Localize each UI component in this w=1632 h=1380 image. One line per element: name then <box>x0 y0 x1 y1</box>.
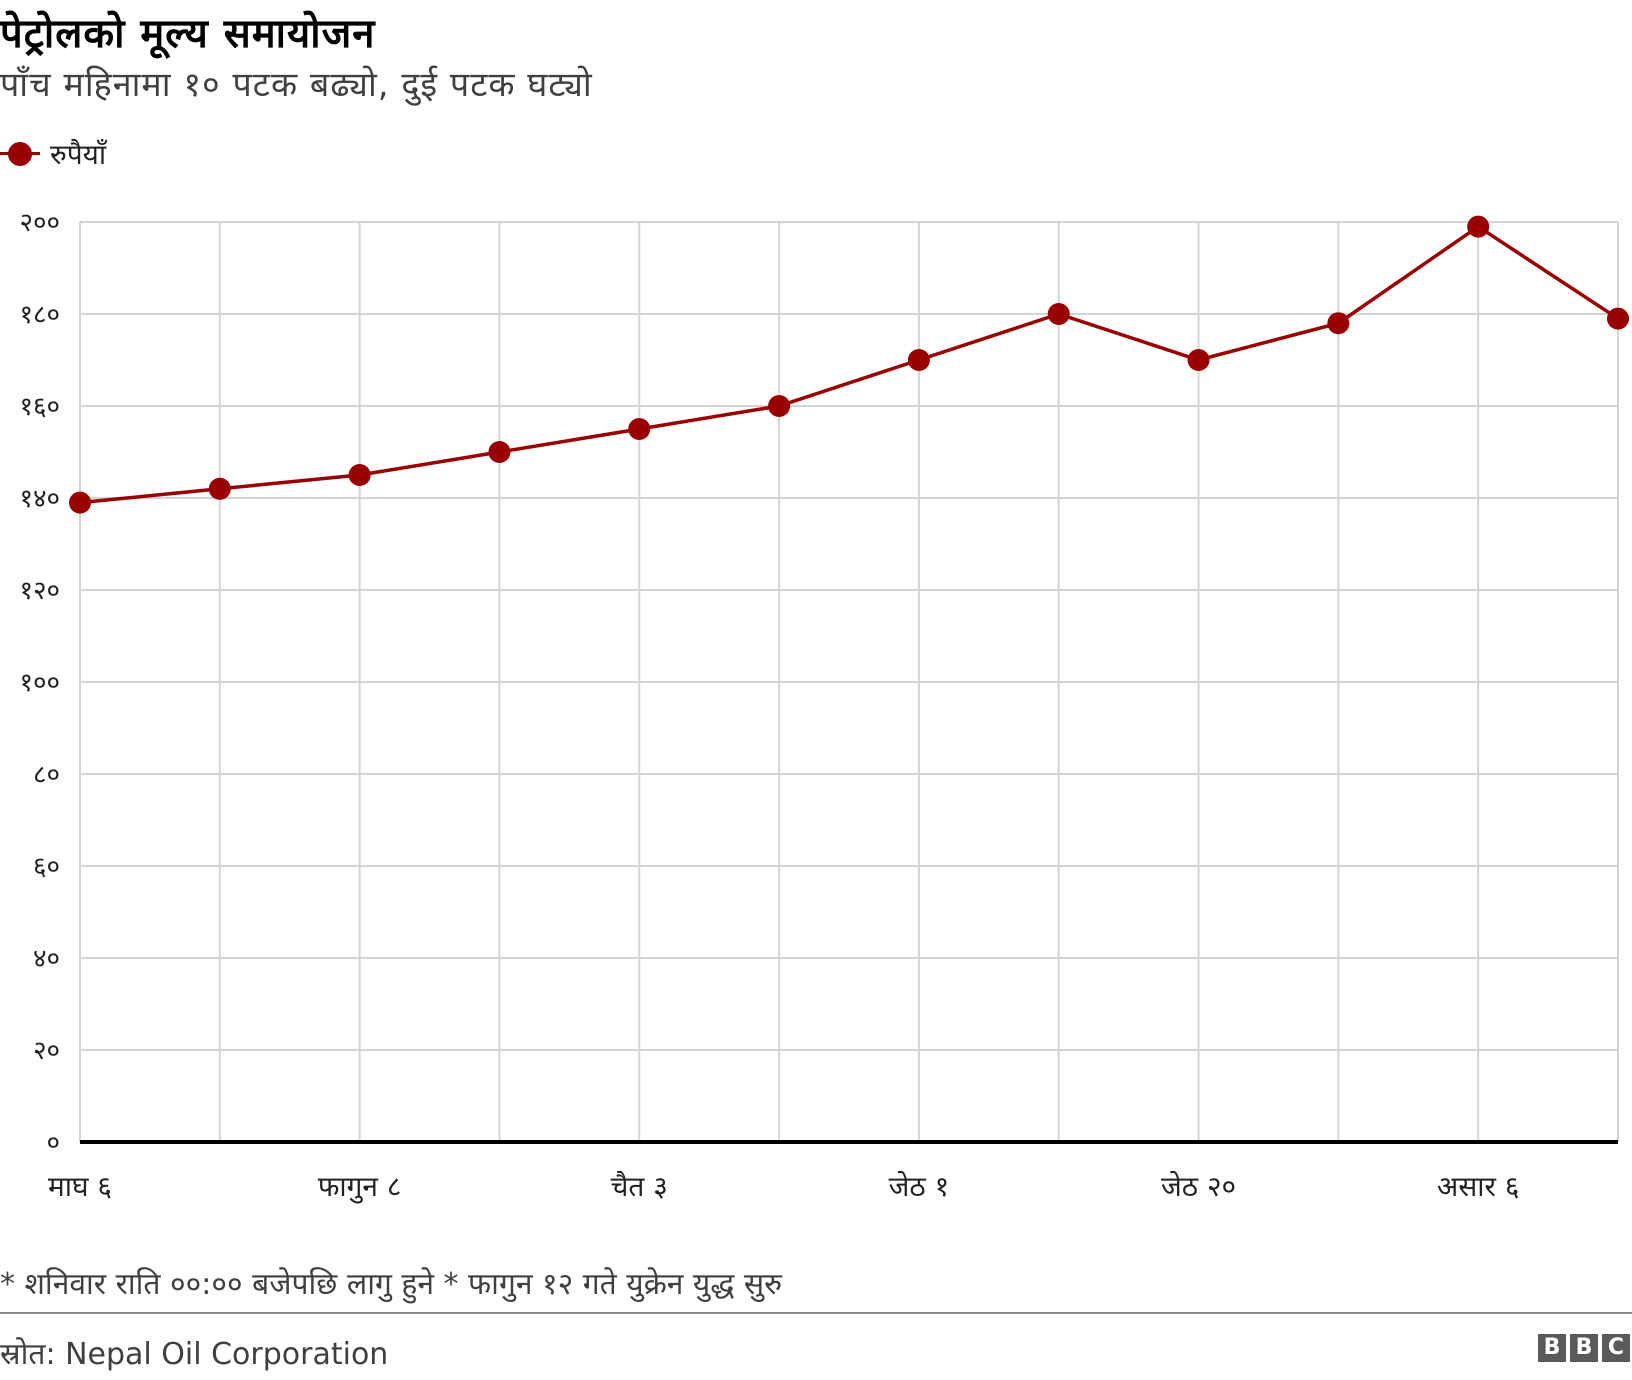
chart-subtitle: पाँच महिनामा १० पटक बढ्यो, दुई पटक घट्यो <box>0 65 593 105</box>
logo-letter: B <box>1570 1334 1598 1362</box>
legend-label: रुपैयाँ <box>50 138 107 171</box>
x-tick-label: असार ६ <box>1437 1170 1520 1203</box>
y-tick-label: १२० <box>19 576 60 606</box>
footer-divider <box>0 1312 1632 1314</box>
x-tick-label: माघ ६ <box>48 1170 112 1203</box>
y-tick-label: २०० <box>19 208 60 238</box>
y-tick-label: १८० <box>19 300 60 330</box>
data-point <box>1327 312 1350 335</box>
y-tick-label: १६० <box>19 392 60 422</box>
data-point <box>1047 303 1070 325</box>
y-tick-label: ० <box>46 1128 60 1158</box>
data-point <box>907 349 930 371</box>
series-line <box>79 224 1619 505</box>
x-tick-label: फागुन ८ <box>318 1170 402 1204</box>
x-tick-label: जेठ २० <box>1161 1170 1236 1203</box>
legend: रुपैयाँ <box>0 134 106 174</box>
y-tick-label: ६० <box>33 852 60 882</box>
data-point <box>488 441 511 463</box>
y-tick-label: १४० <box>19 484 60 514</box>
y-tick-label: २० <box>33 1036 60 1066</box>
data-point <box>768 395 791 417</box>
data-point <box>1187 349 1210 371</box>
source-credit: स्रोत: Nepal Oil Corporation <box>0 1337 389 1372</box>
x-tick-label: चैत ३ <box>611 1170 668 1203</box>
legend-marker-icon <box>0 134 40 174</box>
line-chart: ० २० ४० ६० ८० १०० १२० १४० १६० १८० २०० माघ ६ फागुन ८ च… <box>19 208 1629 1204</box>
data-point <box>1607 307 1629 330</box>
data-point <box>1467 215 1490 238</box>
y-tick-label: ४० <box>33 944 60 974</box>
chart-title: पेट्रोलको मूल्य समायोजन <box>0 11 376 57</box>
logo-letter: C <box>1602 1334 1630 1362</box>
y-tick-label: ८० <box>33 760 60 790</box>
x-tick-label: जेठ १ <box>889 1170 950 1203</box>
chart-footnote: * शनिवार राति ००:०० बजेपछि लागु हुने * फ… <box>0 1267 783 1302</box>
data-point <box>208 477 231 500</box>
data-point <box>348 464 371 486</box>
bbc-logo: B B C <box>1538 1334 1630 1362</box>
y-tick-label: १०० <box>19 668 60 698</box>
data-point <box>628 418 651 440</box>
data-point <box>69 491 91 514</box>
logo-letter: B <box>1538 1334 1566 1362</box>
